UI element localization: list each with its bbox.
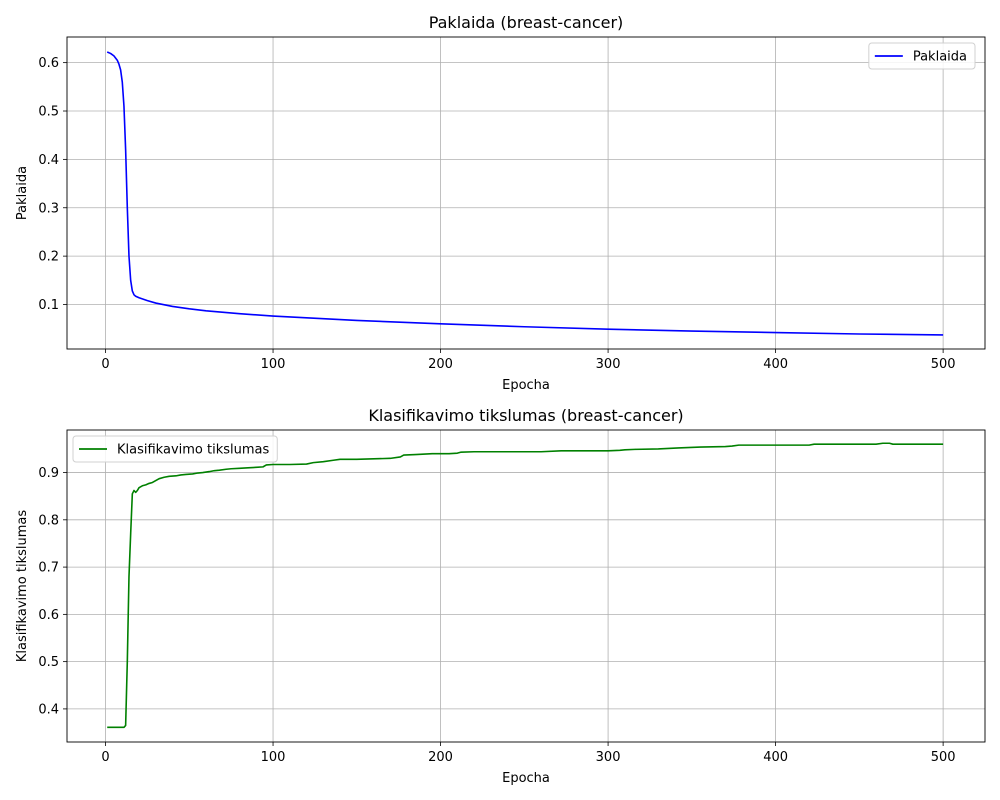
x-tick-label: 300 <box>596 750 621 765</box>
y-tick-label: 0.6 <box>38 608 59 623</box>
x-axis-label: Epocha <box>502 771 550 786</box>
legend-box <box>72 435 278 463</box>
y-tick-label: 0.6 <box>38 56 59 71</box>
x-tick-label: 0 <box>101 750 109 765</box>
x-tick-label: 400 <box>763 750 788 765</box>
x-tick-label: 500 <box>931 357 956 372</box>
x-tick-label: 500 <box>931 750 956 765</box>
y-tick-label: 0.5 <box>38 655 59 670</box>
chart-title: Paklaida (breast-cancer) <box>429 13 624 32</box>
y-tick-label: 0.1 <box>38 298 59 313</box>
legend: Paklaida <box>868 42 976 70</box>
axes-frame <box>66 36 986 350</box>
x-tick-label: 400 <box>763 357 788 372</box>
chart-title: Klasifikavimo tikslumas (breast-cancer) <box>368 406 683 425</box>
legend: Klasifikavimo tikslumas <box>72 435 278 463</box>
x-tick-label: 100 <box>261 357 286 372</box>
series-line-1 <box>107 442 944 729</box>
series-line-1 <box>106 51 944 336</box>
x-tick-label: 200 <box>428 750 453 765</box>
legend-box <box>868 42 976 70</box>
x-tick-label: 100 <box>261 750 286 765</box>
y-axis-label: Klasifikavimo tikslumas <box>15 510 30 662</box>
y-tick-label: 0.5 <box>38 105 59 120</box>
legend-label: Klasifikavimo tikslumas <box>117 443 269 458</box>
y-tick-label: 0.8 <box>38 513 59 528</box>
chart-2: 0 100 200 300 400 500 0.4 0.5 0.6 0.7 0.8 0.9 Klasif… <box>15 406 986 786</box>
y-tick-label: 0.3 <box>38 201 59 216</box>
y-axis-label: Paklaida <box>15 166 30 220</box>
chart-1: 0 100 200 300 400 500 0.1 0.2 0.3 0.4 0.5 0.6 Paklai… <box>15 13 986 393</box>
y-tick-label: 0.4 <box>38 702 59 717</box>
y-tick-label: 0.4 <box>38 153 59 168</box>
y-tick-label: 0.7 <box>38 561 59 576</box>
x-tick-label: 200 <box>428 357 453 372</box>
y-tick-label: 0.9 <box>38 466 59 481</box>
legend-label: Paklaida <box>913 50 967 65</box>
y-tick-label: 0.2 <box>38 250 59 265</box>
x-tick-label: 300 <box>596 357 621 372</box>
axes-frame <box>66 429 986 743</box>
x-axis-label: Epocha <box>502 378 550 393</box>
x-tick-label: 0 <box>101 357 109 372</box>
